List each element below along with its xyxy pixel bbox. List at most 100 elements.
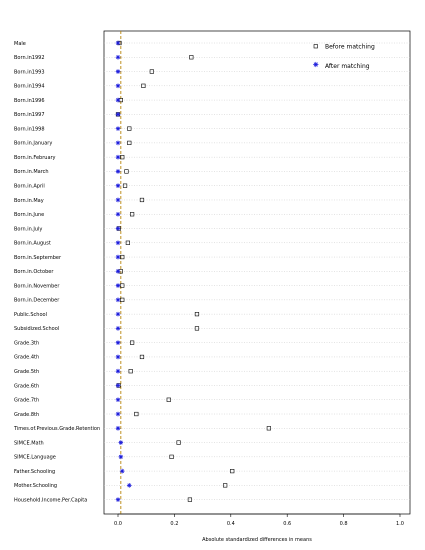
category-labels: Male Born.in1992 Born.in1993 Born.in1994 Bor… (13, 41, 100, 504)
category-label: Born.in.July (14, 226, 42, 232)
category-label: Born.in1998 (14, 126, 45, 132)
before-matching-point (149, 69, 154, 74)
category-label: Born.in.May (14, 198, 44, 204)
grid-lines (104, 42, 410, 500)
category-label: Born.in1994 (14, 84, 45, 90)
category-label: Grade.6th (14, 383, 39, 389)
before-matching-point (127, 126, 132, 131)
after-matching-point (115, 425, 121, 431)
before-matching-point (122, 183, 128, 188)
category-label: Born.in.June (14, 212, 44, 218)
after-matching-point (115, 368, 121, 374)
category-label: Grade.5th (14, 369, 39, 375)
after-matching-point (115, 254, 121, 260)
after-matching-point (115, 211, 121, 217)
category-label: Household.Income.Per.Capita (14, 497, 87, 503)
before-matching-point (194, 312, 200, 317)
after-matching-point (115, 54, 121, 60)
before-matching-point (120, 254, 125, 260)
before-matching-point (169, 454, 174, 459)
category-label: Born.in.September (14, 255, 62, 261)
before-matching-point (128, 369, 133, 374)
before-matching-point (139, 197, 145, 203)
before-matching-point (266, 426, 271, 431)
legend-star-icon (313, 61, 319, 68)
category-label: Father.Schooling (14, 469, 55, 475)
after-matching-point (115, 311, 121, 317)
category-label: Mother.Schooling (14, 483, 57, 489)
after-matching-point (115, 126, 121, 131)
before-matching-point (194, 326, 200, 331)
before-matching-point (130, 212, 135, 217)
category-label: SIMCE.Language (14, 455, 56, 461)
after-matching-point (115, 83, 121, 89)
category-label: Born.in.November (14, 283, 60, 289)
before-matching-point (230, 468, 235, 474)
after-matching-point (115, 240, 121, 246)
x-axis-label: Absolute standardized differences in mea… (202, 537, 312, 543)
category-label: Born.in.October (14, 269, 54, 275)
x-axis: 0.0 0.2 0.4 0.6 0.8 1.0 (114, 513, 404, 527)
after-matching-point (115, 297, 121, 303)
before-matching-point (141, 83, 146, 88)
category-label: Born.in1992 (14, 55, 45, 61)
after-matching-points (115, 40, 132, 502)
before-matching-point (120, 283, 125, 288)
after-matching-point (115, 411, 121, 417)
after-matching-point (115, 183, 121, 188)
x-tick-label: 0.8 (340, 521, 348, 527)
before-matching-point (120, 297, 125, 302)
after-matching-point (115, 383, 121, 388)
category-label: Grade.4th (14, 355, 39, 361)
legend-after-marker (313, 61, 319, 68)
x-tick-label: 1.0 (396, 521, 404, 527)
legend: Before matching After matching (313, 44, 375, 70)
category-label: Male (14, 41, 26, 47)
before-matching-point (189, 55, 194, 60)
before-matching-point (125, 240, 130, 245)
category-label: Public.School (14, 312, 47, 318)
category-label: Born.in.August (14, 241, 51, 247)
category-label: Grade.3th (14, 340, 39, 346)
x-tick-label: 0.6 (283, 521, 291, 527)
before-matching-point (127, 140, 132, 145)
category-label: Born.in1993 (14, 69, 45, 75)
before-matching-point (223, 483, 228, 488)
after-matching-point (115, 269, 121, 274)
after-matching-point (115, 497, 121, 502)
legend-before-label: Before matching (325, 44, 375, 51)
plot-frame (103, 30, 411, 515)
after-matching-point (115, 40, 121, 46)
before-matching-point (120, 155, 125, 160)
after-matching-point (115, 397, 121, 403)
category-label: Grade.8th (14, 412, 39, 418)
x-tick-label: 0.4 (227, 521, 235, 527)
after-matching-point (115, 69, 121, 74)
after-matching-point (118, 440, 124, 445)
after-matching-point (115, 112, 121, 117)
category-label: Born.in1996 (14, 98, 45, 104)
legend-after-label: After matching (325, 63, 370, 70)
after-matching-point (115, 340, 121, 345)
category-label: Subsidized.School (14, 326, 59, 332)
after-matching-point (115, 226, 121, 231)
after-matching-point (115, 154, 121, 160)
after-matching-point (115, 169, 121, 174)
before-matching-point (139, 354, 145, 360)
after-matching-point (118, 454, 124, 460)
after-matching-point (115, 283, 121, 288)
before-matching-point (187, 497, 193, 502)
after-matching-point (115, 97, 121, 103)
category-label: Born.in.December (14, 298, 60, 304)
category-label: Born.in.March (14, 169, 49, 175)
before-matching-point (176, 440, 181, 445)
before-matching-point (134, 411, 139, 417)
before-matching-point (124, 169, 129, 174)
category-label: Born.in1997 (14, 112, 45, 118)
x-tick-label: 0.0 (114, 521, 122, 527)
legend-before-marker (313, 44, 318, 49)
category-label: Born.in.April (14, 184, 45, 190)
before-matching-point (166, 397, 171, 402)
category-label: Born.in.February (14, 155, 56, 161)
